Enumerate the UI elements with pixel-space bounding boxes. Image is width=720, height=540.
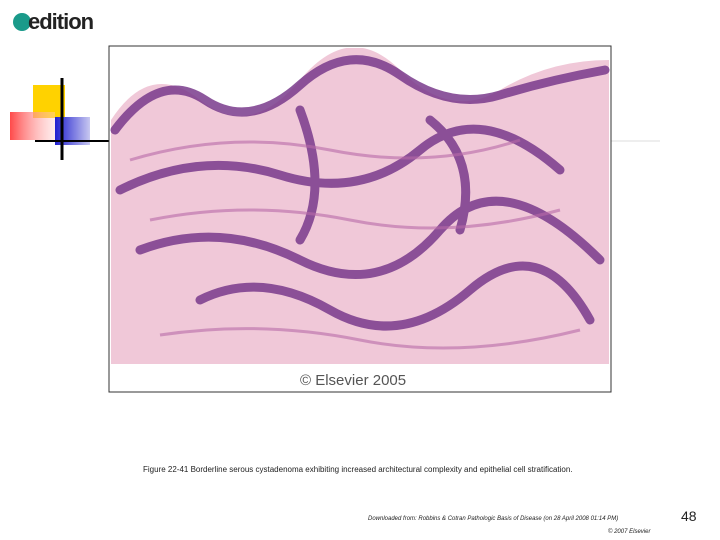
copyright: © 2007 Elsevier xyxy=(608,529,651,535)
logo-mark xyxy=(13,13,31,31)
watermark: © Elsevier 2005 xyxy=(300,372,407,389)
deco-square xyxy=(10,112,55,140)
micrograph xyxy=(108,45,612,393)
logo: edition xyxy=(28,9,94,34)
caption: Figure 22-41 Borderline serous cystadeno… xyxy=(143,465,573,474)
source: Downloaded from: Robbins & Cotran Pathol… xyxy=(368,516,619,522)
page-number: 48 xyxy=(681,508,697,524)
